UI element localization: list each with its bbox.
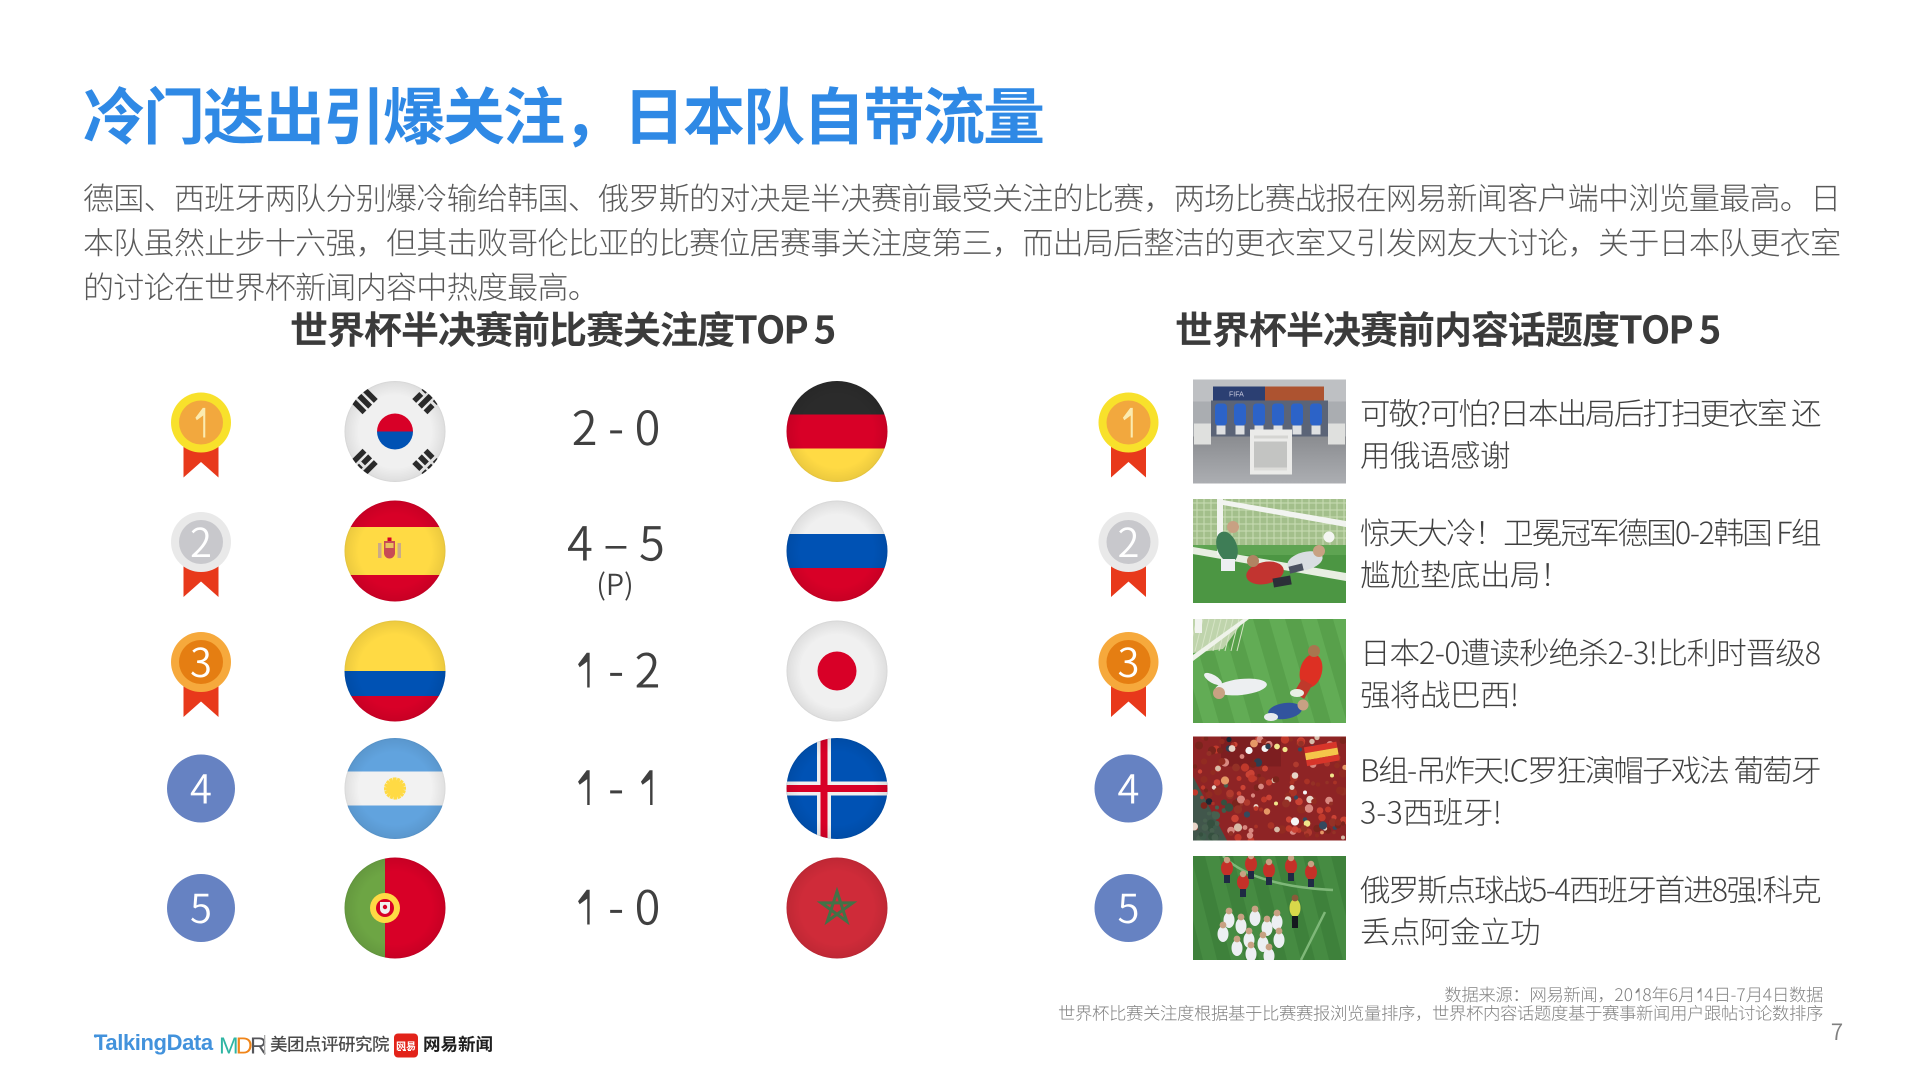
svg-text:TalkingData: TalkingData xyxy=(94,1030,214,1055)
svg-text:MDR: MDR xyxy=(219,1033,266,1059)
svg-text:FIFA: FIFA xyxy=(1229,392,1244,399)
